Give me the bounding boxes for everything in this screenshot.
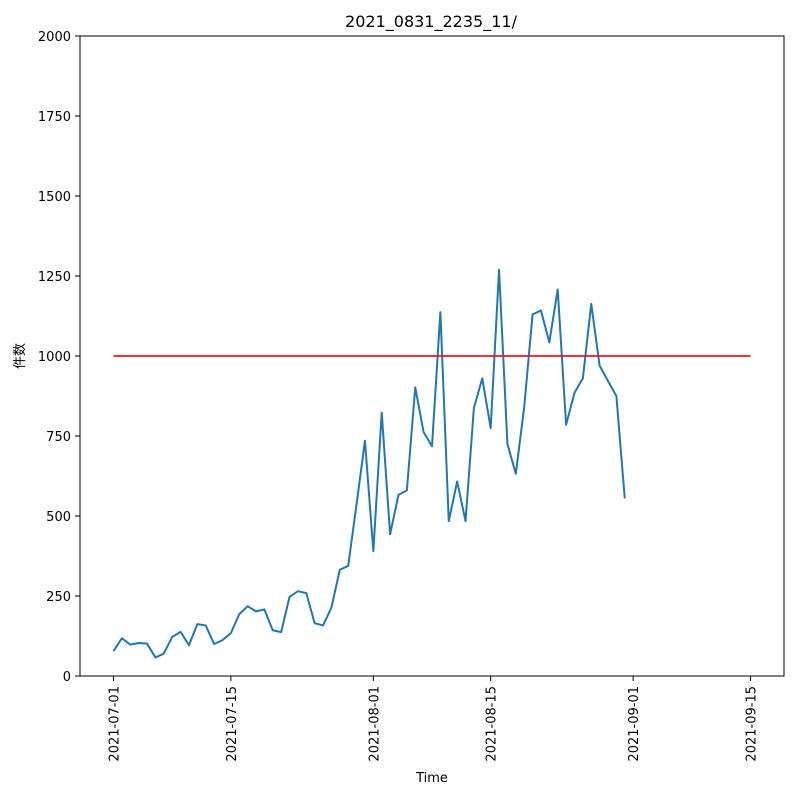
- y-tick-label: 250: [46, 590, 71, 605]
- y-tick-label: 0: [63, 670, 71, 685]
- x-tick-label: 2021-08-01: [367, 686, 382, 762]
- y-axis: 0 250 500 750 1000 1250 1500 1750 2000: [38, 30, 80, 685]
- x-tick-label: 2021-09-15: [744, 686, 759, 762]
- y-axis-label: 件数: [13, 343, 28, 369]
- x-tick-label: 2021-07-01: [108, 686, 123, 762]
- y-tick-label: 1500: [38, 190, 71, 205]
- y-tick-label: 1750: [38, 110, 71, 125]
- count-series-line: [112, 268, 626, 659]
- chart-title: 2021_0831_2235_11/: [345, 12, 518, 32]
- y-tick-label: 1250: [38, 270, 71, 285]
- x-axis-label: Time: [415, 771, 448, 786]
- x-tick-label: 2021-07-15: [225, 686, 240, 762]
- x-tick-label: 2021-09-01: [627, 686, 642, 762]
- y-tick-label: 2000: [38, 30, 71, 45]
- plot-area: [112, 268, 751, 659]
- x-axis: 2021-07-01 2021-07-15 2021-08-01 2021-08-15…: [108, 676, 759, 762]
- y-tick-label: 750: [46, 430, 71, 445]
- y-tick-label: 500: [46, 510, 71, 525]
- y-tick-label: 1000: [38, 350, 71, 365]
- x-tick-label: 2021-08-15: [485, 686, 500, 762]
